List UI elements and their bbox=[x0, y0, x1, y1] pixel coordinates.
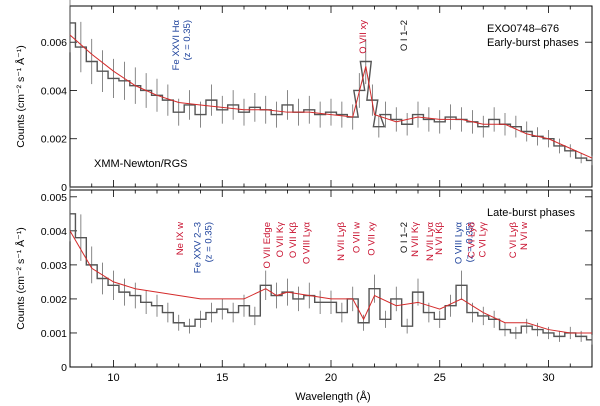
line-annotation: O VII Kγ bbox=[275, 222, 286, 258]
line-annotation: (z = 0.35) bbox=[465, 222, 476, 262]
instrument-label: XMM-Newton/RGS bbox=[94, 158, 188, 170]
line-annotation: N VII Lyβ bbox=[336, 221, 347, 260]
line-annotation: O VII xy bbox=[358, 20, 369, 54]
line-annotation: O VIII Lyα bbox=[454, 222, 465, 265]
line-annotation: (z = 0.35) bbox=[182, 20, 193, 60]
y-axis-label: Counts (cm⁻² s⁻¹ Å⁻¹) bbox=[14, 227, 27, 329]
y-tick-label: 0.003 bbox=[41, 260, 67, 272]
y-tick-label: 0.005 bbox=[41, 192, 67, 204]
data-series-line bbox=[70, 213, 592, 341]
x-tick-label: 30 bbox=[542, 372, 554, 384]
line-annotation: O VIII Lyα bbox=[301, 222, 312, 265]
line-annotation: O VII Kβ bbox=[288, 221, 299, 258]
model-series-line bbox=[69, 230, 592, 334]
y-tick-label: 0.006 bbox=[41, 37, 67, 49]
line-annotation: O VII w bbox=[351, 222, 362, 253]
line-annotation: N VI Kβ bbox=[434, 221, 445, 254]
line-annotation: O VII xy bbox=[367, 222, 378, 256]
panel-title: Early-burst phases bbox=[487, 37, 579, 49]
line-annotation: C VI Lyγ bbox=[477, 222, 488, 258]
line-annotation: C VI Lyβ bbox=[508, 221, 519, 258]
y-tick-label: 0.004 bbox=[41, 85, 67, 97]
panel-title: EXO0748–676 bbox=[487, 23, 559, 35]
y-tick-label: 0.002 bbox=[41, 294, 67, 306]
y-tick-label: 0 bbox=[61, 182, 67, 194]
line-annotation: Ne IX w bbox=[175, 222, 186, 255]
line-annotation: Fe XXVI Hα bbox=[171, 20, 182, 71]
line-annotation: Fe XXV 2–3 bbox=[193, 222, 204, 273]
line-annotation: O I 1–2 bbox=[399, 20, 410, 51]
line-annotation: O I 1–2 bbox=[399, 222, 410, 253]
bottom-panel: 10 15 20 25 30 0 0.001 0.002 0.003 0.004 0.005 Coun… bbox=[14, 186, 593, 384]
x-tick-label: 20 bbox=[325, 372, 337, 384]
x-tick-label: 10 bbox=[107, 372, 119, 384]
y-tick-label: 0 bbox=[61, 362, 67, 374]
panel-title: Late-burst phases bbox=[487, 207, 576, 219]
line-annotation: O VII Edge bbox=[262, 222, 273, 268]
x-tick-label: 25 bbox=[434, 372, 446, 384]
model-series-line bbox=[69, 34, 593, 159]
line-annotation: N VII Lyα bbox=[425, 222, 436, 261]
y-axis-label: Counts (cm⁻² s⁻¹ Å⁻¹) bbox=[14, 45, 27, 147]
line-annotation: (z = 0.35) bbox=[204, 222, 215, 262]
line-annotation: N VI w bbox=[519, 222, 530, 250]
x-tick-label: 15 bbox=[216, 372, 228, 384]
line-annotation: N VII Kγ bbox=[410, 222, 421, 257]
y-tick-label: 0.004 bbox=[41, 226, 67, 238]
y-tick-label: 0.002 bbox=[41, 134, 67, 146]
line-annotation: C VI Lyδ bbox=[467, 222, 478, 258]
top-panel: 0 0.002 0.004 0.006 Counts (cm⁻² s⁻¹ Å⁻¹) Fe … bbox=[14, 0, 593, 194]
x-axis-label: Wavelength (Å) bbox=[295, 390, 370, 403]
y-tick-label: 0.001 bbox=[41, 328, 67, 340]
